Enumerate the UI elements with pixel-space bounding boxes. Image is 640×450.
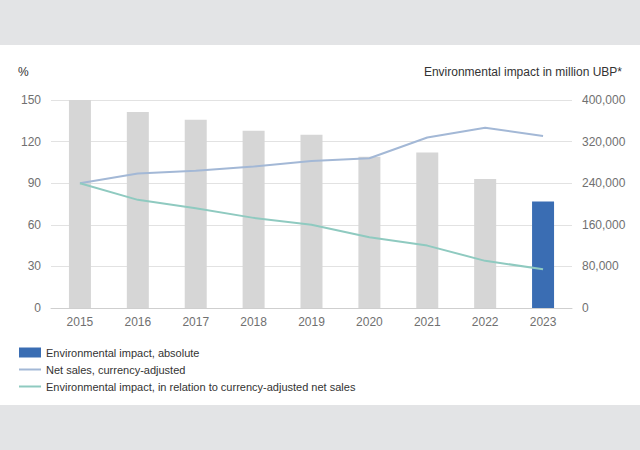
svg-text:60: 60: [28, 218, 42, 232]
svg-text:Net sales, currency-adjusted: Net sales, currency-adjusted: [46, 364, 185, 376]
svg-text:30: 30: [28, 259, 42, 273]
svg-text:2016: 2016: [124, 315, 151, 329]
svg-text:2018: 2018: [240, 315, 267, 329]
svg-text:2021: 2021: [414, 315, 441, 329]
svg-text:240,000: 240,000: [582, 176, 626, 190]
svg-text:Environmental impact, absolute: Environmental impact, absolute: [46, 347, 199, 359]
svg-text:90: 90: [28, 176, 42, 190]
svg-text:2023: 2023: [530, 315, 557, 329]
svg-text:320,000: 320,000: [582, 135, 626, 149]
svg-text:120: 120: [21, 135, 41, 149]
svg-text:0: 0: [34, 301, 41, 315]
svg-text:2019: 2019: [298, 315, 325, 329]
svg-text:2015: 2015: [67, 315, 94, 329]
svg-text:160,000: 160,000: [582, 218, 626, 232]
svg-text:2022: 2022: [472, 315, 499, 329]
svg-text:2020: 2020: [356, 315, 383, 329]
svg-text:Environmental impact, in relat: Environmental impact, in relation to cur…: [46, 381, 356, 393]
svg-text:%: %: [18, 65, 29, 79]
svg-text:Environmental impact in millio: Environmental impact in million UBP*: [424, 65, 622, 79]
svg-text:150: 150: [21, 93, 41, 107]
svg-text:0: 0: [582, 301, 589, 315]
svg-text:80,000: 80,000: [582, 259, 619, 273]
svg-text:2017: 2017: [182, 315, 209, 329]
svg-text:400,000: 400,000: [582, 93, 626, 107]
